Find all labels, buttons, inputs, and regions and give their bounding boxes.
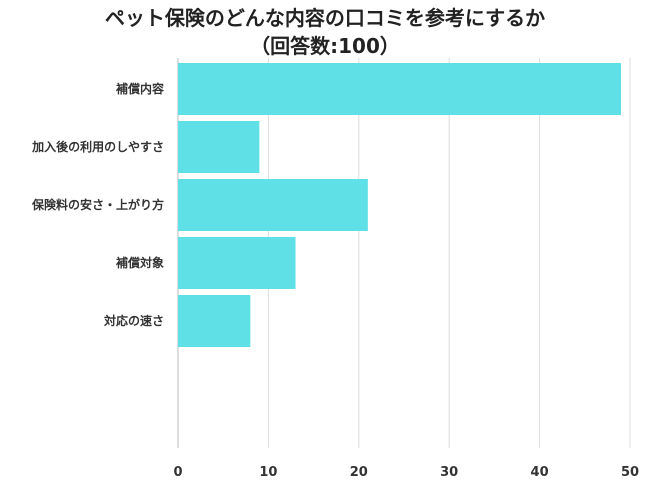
category-label: 補償対象 — [115, 255, 164, 270]
chart-title-block: ペット保険のどんな内容の口コミを参考にするか （回答数:100） — [0, 4, 650, 60]
bar — [178, 179, 368, 231]
category-label: 保険料の安さ・上がり方 — [31, 197, 164, 212]
chart-subtitle: （回答数:100） — [250, 34, 400, 58]
x-tick-label: 10 — [259, 465, 277, 480]
category-label: 対応の速さ — [103, 313, 164, 328]
bar — [178, 121, 260, 173]
bar — [178, 237, 296, 289]
x-tick-label: 30 — [440, 465, 458, 480]
x-tick-label: 40 — [531, 465, 549, 480]
x-tick-label: 50 — [621, 465, 639, 480]
x-tick-label: 0 — [173, 465, 182, 480]
chart-title: ペット保険のどんな内容の口コミを参考にするか — [104, 6, 546, 30]
category-label: 加入後の利用のしやすさ — [31, 139, 164, 154]
category-label: 補償内容 — [115, 81, 164, 96]
bar — [178, 63, 621, 115]
bar — [178, 295, 251, 347]
x-tick-label: 20 — [350, 465, 368, 480]
